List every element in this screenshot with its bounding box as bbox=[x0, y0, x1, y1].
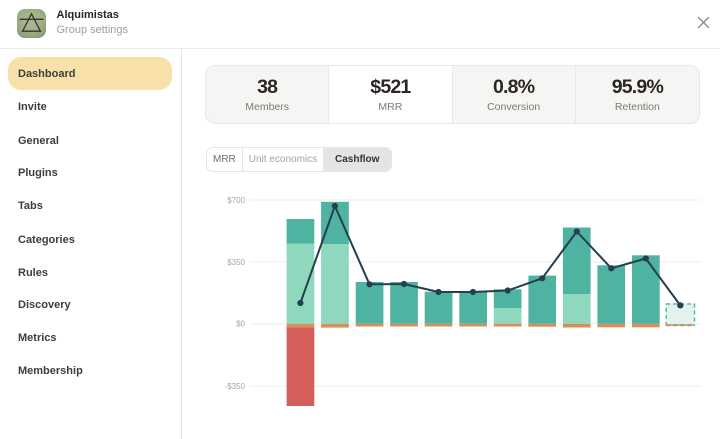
svg-text:-$350: -$350 bbox=[225, 382, 246, 391]
svg-text:$350: $350 bbox=[227, 258, 245, 267]
svg-text:$700: $700 bbox=[227, 196, 245, 205]
svg-text:$0: $0 bbox=[236, 320, 245, 329]
